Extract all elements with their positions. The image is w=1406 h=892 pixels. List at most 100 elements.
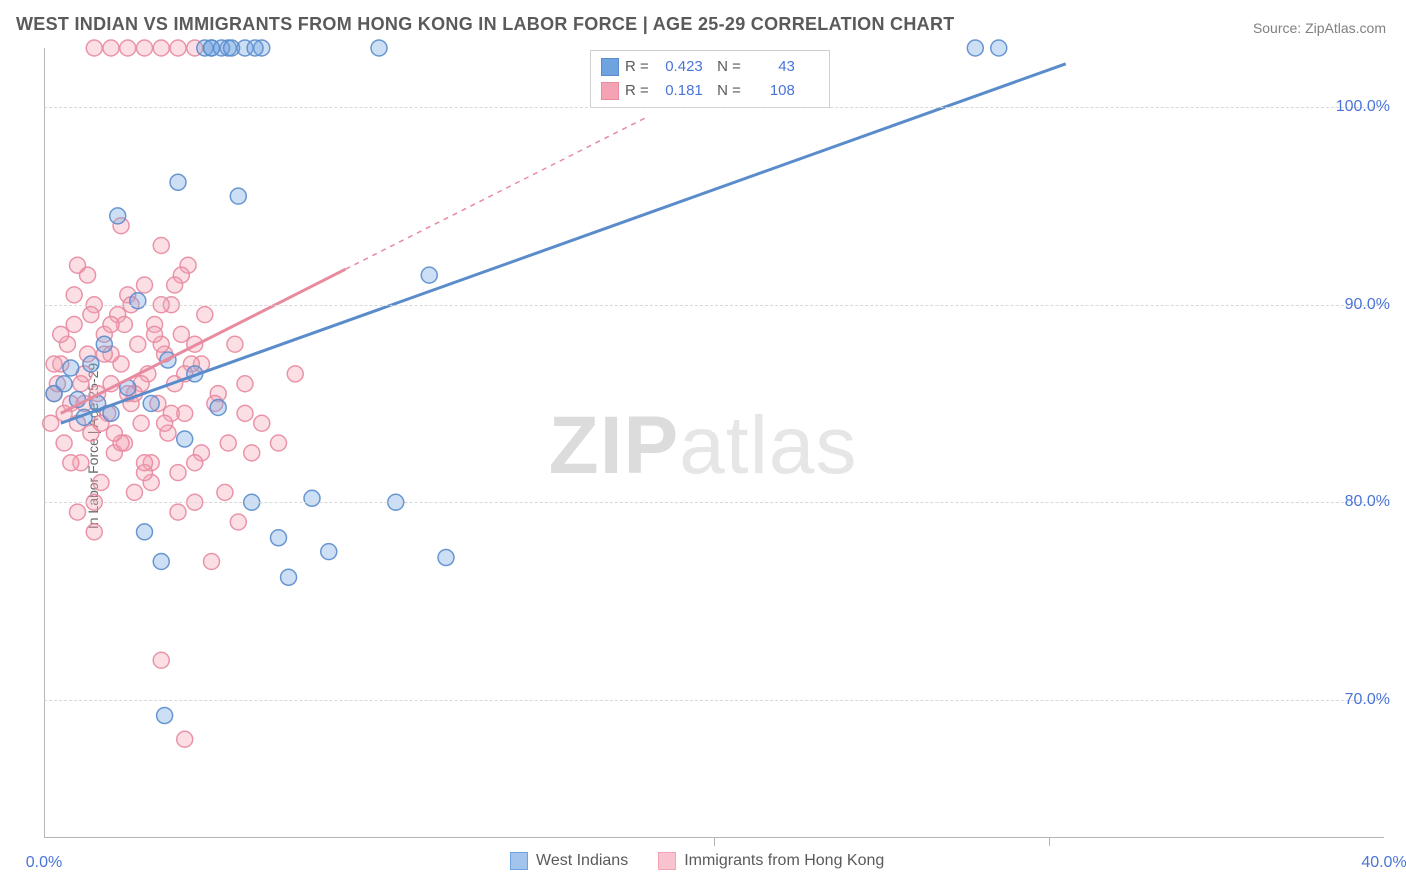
scatter-point: [173, 326, 189, 342]
scatter-point: [153, 238, 169, 254]
scatter-point: [137, 524, 153, 540]
scatter-point: [438, 550, 454, 566]
x-tick-label: 40.0%: [1361, 854, 1406, 872]
scatter-point: [66, 287, 82, 303]
legend-swatch: [510, 852, 528, 870]
stats-row: R =0.181 N =108: [601, 79, 819, 103]
scatter-point: [66, 317, 82, 333]
scatter-point: [133, 415, 149, 431]
scatter-point: [53, 326, 69, 342]
scatter-point: [86, 524, 102, 540]
scatter-point: [991, 40, 1007, 56]
scatter-point: [86, 40, 102, 56]
scatter-point: [70, 504, 86, 520]
scatter-point: [103, 40, 119, 56]
scatter-point: [153, 40, 169, 56]
scatter-point: [126, 484, 142, 500]
scatter-point: [137, 40, 153, 56]
bottom-legend: West Indians Immigrants from Hong Kong: [510, 852, 884, 870]
scatter-point: [210, 399, 226, 415]
scatter-point: [153, 652, 169, 668]
scatter-point: [244, 445, 260, 461]
scatter-point: [110, 208, 126, 224]
scatter-point: [287, 366, 303, 382]
scatter-point: [130, 336, 146, 352]
scatter-point: [187, 455, 203, 471]
scatter-point: [230, 188, 246, 204]
stats-legend: R =0.423 N =43R =0.181 N =108: [590, 50, 830, 108]
scatter-point: [217, 484, 233, 500]
stat-r-value: 0.423: [655, 55, 703, 79]
scatter-point: [421, 267, 437, 283]
scatter-point: [83, 356, 99, 372]
scatter-point: [63, 455, 79, 471]
scatter-point: [157, 415, 173, 431]
stat-n-value: 43: [747, 55, 795, 79]
scatter-point: [237, 376, 253, 392]
y-tick-label: 80.0%: [1345, 493, 1390, 511]
legend-item: West Indians: [510, 852, 628, 870]
scatter-point: [170, 174, 186, 190]
gridline: [44, 305, 1384, 306]
scatter-point: [157, 708, 173, 724]
scatter-point: [197, 307, 213, 323]
scatter-point: [73, 376, 89, 392]
scatter-point: [130, 293, 146, 309]
scatter-point: [147, 326, 163, 342]
scatter-point: [304, 490, 320, 506]
y-tick-label: 70.0%: [1345, 691, 1390, 709]
scatter-point: [153, 554, 169, 570]
scatter-point: [103, 317, 119, 333]
gridline: [44, 107, 1384, 108]
scatter-point: [120, 40, 136, 56]
stat-r-label: R =: [625, 79, 649, 103]
y-tick-label: 90.0%: [1345, 296, 1390, 314]
scatter-point: [371, 40, 387, 56]
scatter-point: [230, 514, 246, 530]
scatter-point: [170, 504, 186, 520]
stat-n-label: N =: [709, 55, 741, 79]
x-tick-label: 0.0%: [26, 854, 62, 872]
stat-n-label: N =: [709, 79, 741, 103]
stat-r-label: R =: [625, 55, 649, 79]
scatter-point: [224, 40, 240, 56]
scatter-point: [56, 435, 72, 451]
legend-label: Immigrants from Hong Kong: [684, 852, 884, 870]
trend-line-extension: [346, 117, 648, 269]
scatter-point: [46, 356, 62, 372]
stat-r-value: 0.181: [655, 79, 703, 103]
source-label: Source: ZipAtlas.com: [1253, 20, 1386, 36]
scatter-point: [93, 475, 109, 491]
scatter-point: [220, 435, 236, 451]
trend-line: [61, 64, 1066, 423]
scatter-point: [56, 376, 72, 392]
scatter-point: [63, 360, 79, 376]
gridline: [44, 502, 1384, 503]
scatter-point: [137, 277, 153, 293]
scatter-point: [321, 544, 337, 560]
legend-label: West Indians: [536, 852, 628, 870]
legend-swatch: [601, 58, 619, 76]
scatter-point: [227, 336, 243, 352]
scatter-point: [143, 396, 159, 412]
y-tick-label: 100.0%: [1336, 98, 1390, 116]
scatter-point: [281, 569, 297, 585]
legend-item: Immigrants from Hong Kong: [658, 852, 884, 870]
stat-n-value: 108: [747, 79, 795, 103]
scatter-point: [177, 731, 193, 747]
scatter-point: [247, 40, 263, 56]
x-tick-mark: [1049, 838, 1050, 846]
scatter-point: [967, 40, 983, 56]
legend-swatch: [658, 852, 676, 870]
scatter-point: [43, 415, 59, 431]
scatter-point: [271, 530, 287, 546]
scatter-point: [204, 554, 220, 570]
scatter-plot: [44, 48, 1384, 838]
scatter-point: [271, 435, 287, 451]
chart-title: WEST INDIAN VS IMMIGRANTS FROM HONG KONG…: [16, 14, 955, 35]
scatter-point: [254, 415, 270, 431]
scatter-point: [137, 455, 153, 471]
scatter-point: [167, 277, 183, 293]
scatter-point: [177, 431, 193, 447]
x-tick-mark: [714, 838, 715, 846]
